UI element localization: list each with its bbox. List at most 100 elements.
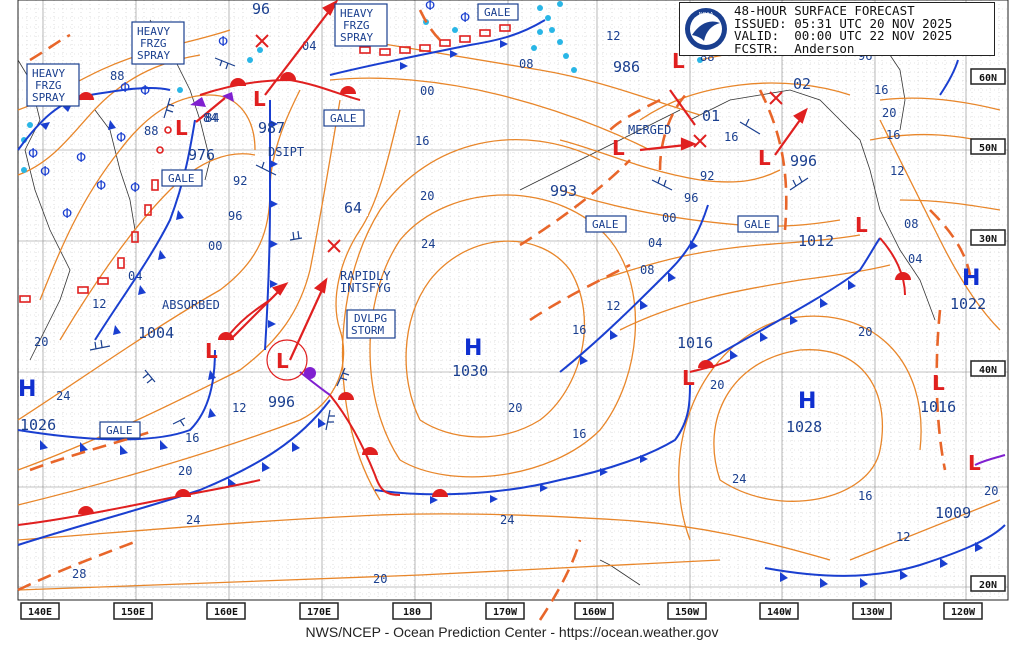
svg-text:STORM: STORM [351, 324, 384, 337]
gale-label: GALE [99, 421, 141, 439]
svg-text:L: L [276, 349, 289, 373]
longitude-label: 150E [113, 602, 153, 620]
svg-text:12: 12 [92, 297, 106, 311]
svg-text:SPRAY: SPRAY [32, 91, 65, 104]
svg-text:24: 24 [732, 472, 746, 486]
high-center-symbol: H [798, 389, 816, 414]
hazard-labels: HEAVY FRZG SPRAY HEAVY FRZG SPRAY HEAVY … [26, 0, 779, 439]
longitude-label: 150W [667, 602, 707, 620]
longitude-label: 140E [20, 602, 60, 620]
svg-text:16: 16 [415, 134, 429, 148]
svg-text:16: 16 [572, 323, 586, 337]
svg-text:04: 04 [648, 236, 662, 250]
valid-time: 00:00 UTC 22 NOV 2025 [794, 28, 953, 44]
pressure-systems: H 1026 976 987 1004 996 H 1030 993 986 0… [18, 58, 986, 522]
svg-text:12: 12 [890, 164, 904, 178]
svg-text:20: 20 [858, 325, 872, 339]
footer-credit: NWS/NCEP - Ocean Prediction Center - htt… [305, 624, 719, 640]
svg-text:16: 16 [185, 431, 199, 445]
lat-lon-grid [17, 0, 1008, 600]
svg-text:Φ: Φ [460, 11, 470, 26]
svg-text:20: 20 [984, 484, 998, 498]
svg-text:60N: 60N [979, 73, 997, 84]
svg-text:16: 16 [858, 489, 872, 503]
svg-text:GALE: GALE [592, 218, 619, 231]
svg-text:12: 12 [896, 530, 910, 544]
troughs [17, 9, 972, 621]
svg-text:SPRAY: SPRAY [137, 49, 170, 62]
svg-text:24: 24 [186, 513, 200, 527]
svg-text:Φ: Φ [425, 0, 435, 14]
low-pressure-value: 1016 [920, 398, 956, 416]
dsipt-label: DSIPT [268, 145, 304, 159]
svg-text:20: 20 [373, 572, 387, 586]
svg-text:Φ: Φ [62, 207, 72, 222]
svg-text:L: L [932, 371, 945, 395]
svg-text:16: 16 [874, 83, 888, 97]
svg-text:GALE: GALE [106, 424, 133, 437]
occluded-fronts [190, 92, 1006, 466]
svg-text:140W: 140W [767, 607, 792, 618]
svg-text:Φ: Φ [140, 84, 150, 99]
high-center-symbol: H [962, 266, 980, 291]
absorbed-label: ABSORBED [162, 298, 220, 312]
svg-text:L: L [968, 451, 981, 475]
svg-text:150E: 150E [121, 607, 145, 618]
surface-forecast-map: 04 92 96 00 04 12 20 24 12 16 20 24 28 2… [17, 0, 1009, 621]
svg-text:SPRAY: SPRAY [340, 31, 373, 44]
dvlpg-storm-label: DVLPG STORM [346, 309, 396, 339]
low-pressure-value: 02 [793, 75, 811, 93]
gale-label: GALE [737, 215, 779, 233]
header-title: 48-HOUR SURFACE FORECAST [734, 3, 915, 18]
svg-text:20: 20 [882, 106, 896, 120]
svg-text:96: 96 [228, 209, 242, 223]
svg-text:DVLPG: DVLPG [354, 312, 387, 325]
issued-time: 05:31 UTC 20 NOV 2025 [794, 15, 953, 31]
svg-text:28: 28 [72, 567, 86, 581]
svg-text:30N: 30N [979, 234, 997, 245]
forecaster: Anderson [794, 40, 855, 56]
storm-tracks [195, 0, 808, 361]
svg-text:84: 84 [205, 111, 219, 125]
svg-text:120W: 120W [951, 607, 976, 618]
low-center-symbols: LLL LLL LLL LL [175, 49, 981, 475]
svg-text:20N: 20N [979, 580, 997, 591]
high-pressure-value: 1028 [786, 418, 822, 436]
latitude-label: 20N [970, 575, 1006, 592]
low-pressure-value: 1004 [138, 324, 174, 342]
svg-text:50N: 50N [979, 143, 997, 154]
latitude-label: 60N [970, 68, 1006, 85]
svg-text:20: 20 [420, 189, 434, 203]
svg-text:L: L [682, 366, 695, 390]
gale-label: GALE [477, 3, 519, 21]
low-pressure-value: 1016 [677, 334, 713, 352]
svg-text:Φ: Φ [218, 35, 228, 50]
svg-text:L: L [175, 116, 188, 140]
gale-label: GALE [161, 169, 203, 187]
longitude-label: 160W [574, 602, 614, 620]
cold-fronts [17, 19, 1006, 577]
svg-text:L: L [855, 213, 868, 237]
heavy-frzg-spray-label: HEAVY FRZG SPRAY [26, 63, 80, 107]
longitude-label: 120W [943, 602, 983, 620]
isobar-labels: 04 92 96 00 04 12 20 24 12 16 20 24 28 2… [34, 29, 998, 586]
svg-text:GALE: GALE [330, 112, 357, 125]
high-center-symbol: H [464, 336, 482, 361]
latitude-label: 30N [970, 229, 1006, 246]
svg-text:HEAVY: HEAVY [137, 25, 170, 38]
gale-label: GALE [585, 215, 627, 233]
high-center-symbol: H [18, 377, 36, 402]
svg-text:GALE: GALE [168, 172, 195, 185]
svg-text:180: 180 [403, 607, 421, 618]
warm-front-bumps [78, 72, 911, 514]
svg-text:88: 88 [144, 124, 158, 138]
longitude-label: 180 [392, 602, 432, 620]
low-pressure-value: 1012 [798, 232, 834, 250]
info-text: 48-HOUR SURFACE FORECAST ISSUED: 05:31 U… [734, 3, 953, 56]
svg-text:92: 92 [233, 174, 247, 188]
svg-text:20: 20 [178, 464, 192, 478]
high-pressure-value: 1026 [20, 416, 56, 434]
svg-text:160W: 160W [582, 607, 607, 618]
svg-text:FRZG: FRZG [35, 79, 62, 92]
wind-barbs [89, 57, 809, 431]
